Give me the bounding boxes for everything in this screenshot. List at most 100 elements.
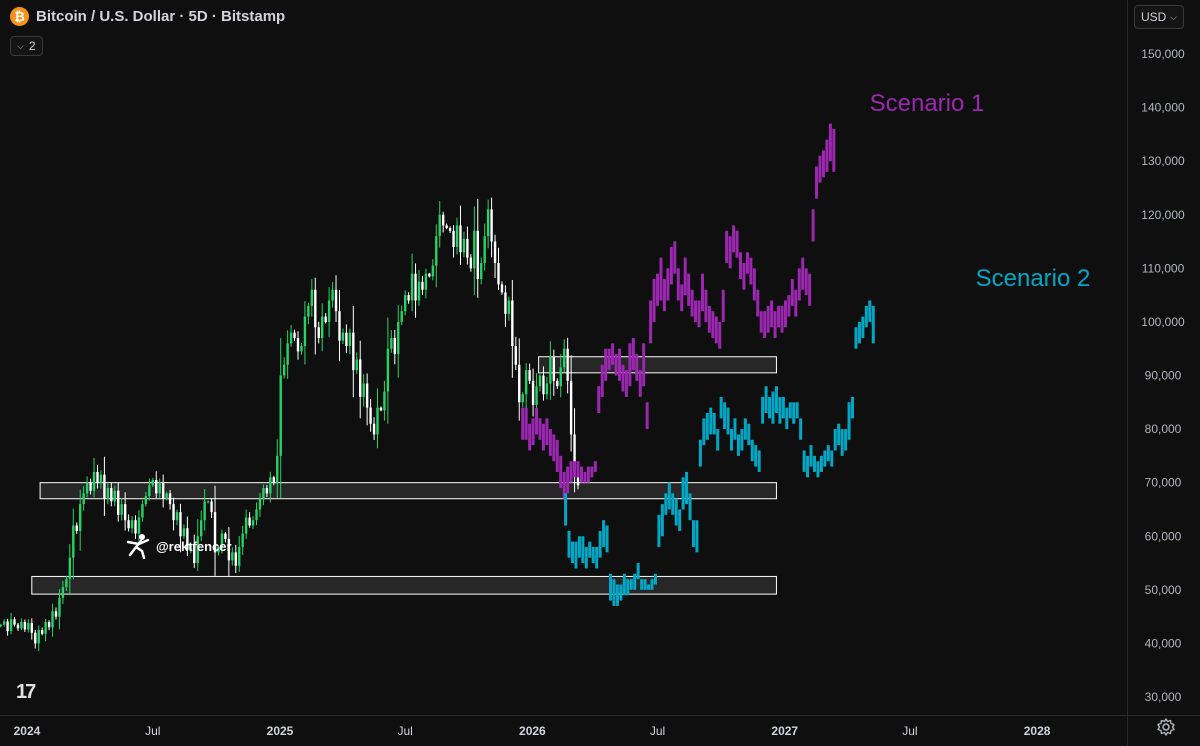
projection-bar <box>602 520 606 547</box>
candle-body <box>400 311 403 322</box>
candle-body <box>438 214 441 237</box>
candle-body <box>37 630 40 644</box>
candle-body <box>244 517 248 534</box>
projection-bar <box>847 402 851 440</box>
symbol-title[interactable]: Bitcoin / U.S. Dollar · 5D · Bitstamp <box>36 8 286 25</box>
candle-body <box>327 300 331 322</box>
candle-body <box>92 471 96 491</box>
projection-bar <box>598 530 602 558</box>
candle-body <box>362 383 365 397</box>
price-axis[interactable]: 30,000 40,000 50,000 60,000 70,000 80,000 90,0… <box>1128 0 1200 715</box>
candle-body <box>130 520 134 529</box>
projection-bar <box>695 520 699 553</box>
projection-bar <box>590 466 594 478</box>
candle-body <box>248 517 251 526</box>
projection-bar <box>788 402 792 419</box>
projection-bar <box>781 396 785 419</box>
projection-bar <box>674 498 678 526</box>
price-tick-label: 50,000 <box>1145 583 1182 597</box>
projection-bar <box>552 434 556 462</box>
projection-bar <box>683 257 687 296</box>
projection-bar <box>564 493 568 526</box>
candle-body <box>369 407 372 424</box>
candle-body <box>269 477 272 494</box>
collapse-indicators-button[interactable]: ⌵ 2 <box>10 36 43 56</box>
time-axis[interactable]: 2024 Jul 2025 Jul 2026 Jul 2027 Jul 2028 <box>14 724 1051 738</box>
projection-bar <box>777 305 781 328</box>
projection-bar <box>694 300 698 322</box>
projection-bar <box>819 455 823 472</box>
candle-body <box>224 533 227 539</box>
candle-body <box>227 538 231 561</box>
projection-bar <box>733 418 737 440</box>
projection-bar <box>555 439 559 472</box>
projection-bar <box>818 155 822 183</box>
projection-bar <box>794 289 798 317</box>
projection-bar <box>811 209 815 242</box>
projection-bar <box>844 429 848 451</box>
candle-body <box>96 471 99 483</box>
projection-bar <box>802 450 806 472</box>
candle-body <box>521 394 524 403</box>
price-tick-label: 100,000 <box>1141 315 1185 329</box>
bitcoin-icon: ₿ <box>10 7 29 26</box>
candle-body <box>573 434 576 478</box>
projection-bar <box>647 584 651 590</box>
projection-bar <box>576 461 580 478</box>
candle-body <box>390 337 393 349</box>
candle-body <box>175 512 179 521</box>
candle-body <box>54 611 58 617</box>
projection-bar <box>763 311 767 338</box>
projection-bar <box>725 230 729 263</box>
projection-bar <box>752 268 756 301</box>
candle-body <box>296 337 300 352</box>
projection-bar <box>584 546 588 569</box>
settings-icon[interactable] <box>1156 717 1176 737</box>
projection-bar <box>833 429 837 451</box>
projection-bar <box>570 541 574 564</box>
currency-selector[interactable]: USD ⌵ <box>1134 5 1184 29</box>
candle-body <box>58 597 61 617</box>
projection-bar <box>826 445 830 462</box>
projection-bar <box>723 402 727 430</box>
candle-body <box>365 383 369 408</box>
projection-bar <box>854 327 858 349</box>
projection-bar <box>559 455 563 489</box>
candle-body <box>200 520 203 537</box>
price-tick-label: 70,000 <box>1145 476 1182 490</box>
candle-body <box>189 544 193 550</box>
candle-body <box>538 375 542 387</box>
candle-body <box>238 546 241 566</box>
candle-body <box>106 488 110 499</box>
projection-bar <box>577 536 581 558</box>
projection-bar <box>688 493 692 521</box>
candle-body <box>421 281 424 290</box>
projection-bar <box>681 477 685 510</box>
projection-bar <box>766 305 770 333</box>
candle-body <box>459 225 462 253</box>
candle-body <box>303 316 307 347</box>
candle-body <box>61 587 65 598</box>
time-tick-label: Jul <box>902 724 917 738</box>
projection-bar <box>837 423 841 446</box>
projection-bar <box>864 305 868 328</box>
candle-body <box>345 332 348 347</box>
price-tick-label: 150,000 <box>1141 47 1185 61</box>
candle-body <box>65 579 68 588</box>
projection-bar <box>652 279 656 322</box>
projection-bar <box>747 423 751 446</box>
candle-body <box>490 209 493 242</box>
projection-bar <box>642 343 646 387</box>
candle-body <box>466 238 469 258</box>
projection-bar <box>868 300 872 322</box>
projection-bar <box>628 343 632 387</box>
projection-bar <box>712 413 716 435</box>
projection-bar <box>825 139 829 172</box>
candle-body <box>556 380 559 387</box>
candle-body <box>34 632 37 644</box>
candle-body <box>531 380 535 405</box>
candle-body <box>6 621 9 632</box>
zone-rect <box>39 482 777 500</box>
